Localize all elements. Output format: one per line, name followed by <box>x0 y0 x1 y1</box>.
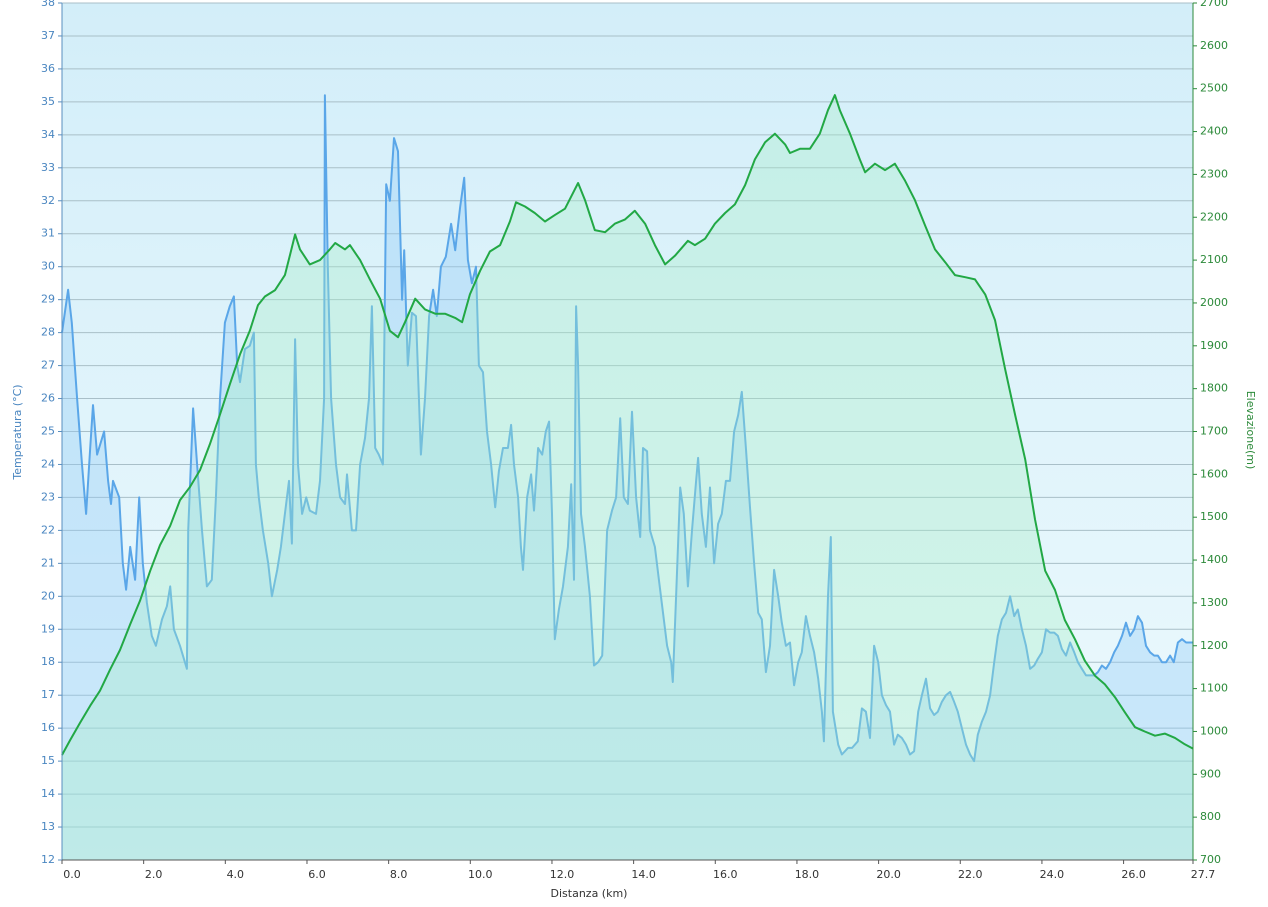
x-tick-label: 22.0 <box>958 868 983 881</box>
y2-tick-label: 1100 <box>1200 682 1228 695</box>
y2-tick-label: 1200 <box>1200 639 1228 652</box>
y-tick-label: 36 <box>41 62 55 75</box>
y2-tick-label: 2700 <box>1200 0 1228 9</box>
y-axis-label: Temperatura (°C) <box>11 384 24 480</box>
y-tick-label: 23 <box>41 490 55 503</box>
y2-tick-label: 1300 <box>1200 596 1228 609</box>
x-tick-label: 27.7 <box>1191 868 1216 881</box>
y2-tick-label: 700 <box>1200 853 1221 866</box>
y2-tick-label: 2500 <box>1200 82 1228 95</box>
x-tick-label: 16.0 <box>713 868 738 881</box>
y-tick-label: 19 <box>41 622 55 635</box>
y2-tick-label: 1400 <box>1200 553 1228 566</box>
y2-tick-label: 2400 <box>1200 125 1228 138</box>
y2-tick-label: 2200 <box>1200 210 1228 223</box>
y2-tick-label: 1800 <box>1200 382 1228 395</box>
y-tick-label: 13 <box>41 820 55 833</box>
y-tick-label: 18 <box>41 655 55 668</box>
y-tick-label: 32 <box>41 194 55 207</box>
x-tick-label: 2.0 <box>145 868 163 881</box>
area <box>62 95 1193 861</box>
x-tick-label: 20.0 <box>876 868 901 881</box>
y-tick-label: 26 <box>41 392 55 405</box>
y-tick-label: 33 <box>41 161 55 174</box>
x-tick-label: 6.0 <box>308 868 326 881</box>
y2-tick-label: 2600 <box>1200 39 1228 52</box>
x-tick-label: 14.0 <box>631 868 656 881</box>
y-tick-label: 37 <box>41 29 55 42</box>
y-tick-label: 25 <box>41 425 55 438</box>
y2-tick-label: 1500 <box>1200 510 1228 523</box>
y-tick-label: 17 <box>41 688 55 701</box>
area <box>62 95 1193 861</box>
y-tick-label: 21 <box>41 556 55 569</box>
x-axis-label: Distanza (km) <box>551 887 628 900</box>
x-tick-label: 24.0 <box>1040 868 1065 881</box>
y-tick-label: 27 <box>41 359 55 372</box>
line <box>61 94 1193 763</box>
y-tick-label: 15 <box>41 754 55 767</box>
y2-tick-label: 1900 <box>1200 339 1228 352</box>
y2-axis-label: Elevazione(m) <box>1244 391 1257 470</box>
y2-tick-label: 2100 <box>1200 253 1228 266</box>
y-tick-label: 16 <box>41 721 55 734</box>
x-tick-label: 8.0 <box>390 868 408 881</box>
y2-tick-label: 800 <box>1200 810 1221 823</box>
x-tick-label: 4.0 <box>227 868 245 881</box>
x-tick-label: 0.0 <box>63 868 81 881</box>
y2-tick-label: 2300 <box>1200 167 1228 180</box>
y2-tick-label: 1600 <box>1200 467 1228 480</box>
y-tick-label: 29 <box>41 293 55 306</box>
y-tick-label: 24 <box>41 457 55 470</box>
x-tick-label: 12.0 <box>550 868 575 881</box>
y2-tick-label: 1000 <box>1200 724 1228 737</box>
y2-tick-label: 900 <box>1200 767 1221 780</box>
y-tick-label: 28 <box>41 326 55 339</box>
x-tick-label: 26.0 <box>1121 868 1146 881</box>
x-tick-label: 18.0 <box>795 868 820 881</box>
y2-tick-label: 1700 <box>1200 425 1228 438</box>
y-tick-label: 22 <box>41 523 55 536</box>
y-tick-label: 30 <box>41 260 55 273</box>
y-tick-label: 31 <box>41 227 55 240</box>
y-tick-label: 12 <box>41 853 55 866</box>
x-tick-label: 10.0 <box>468 868 493 881</box>
y-tick-label: 38 <box>41 0 55 9</box>
y-tick-label: 20 <box>41 589 55 602</box>
y2-tick-label: 2000 <box>1200 296 1228 309</box>
y-tick-label: 35 <box>41 95 55 108</box>
y-tick-label: 14 <box>41 787 55 800</box>
y-tick-label: 34 <box>41 128 55 141</box>
line <box>61 94 1194 756</box>
